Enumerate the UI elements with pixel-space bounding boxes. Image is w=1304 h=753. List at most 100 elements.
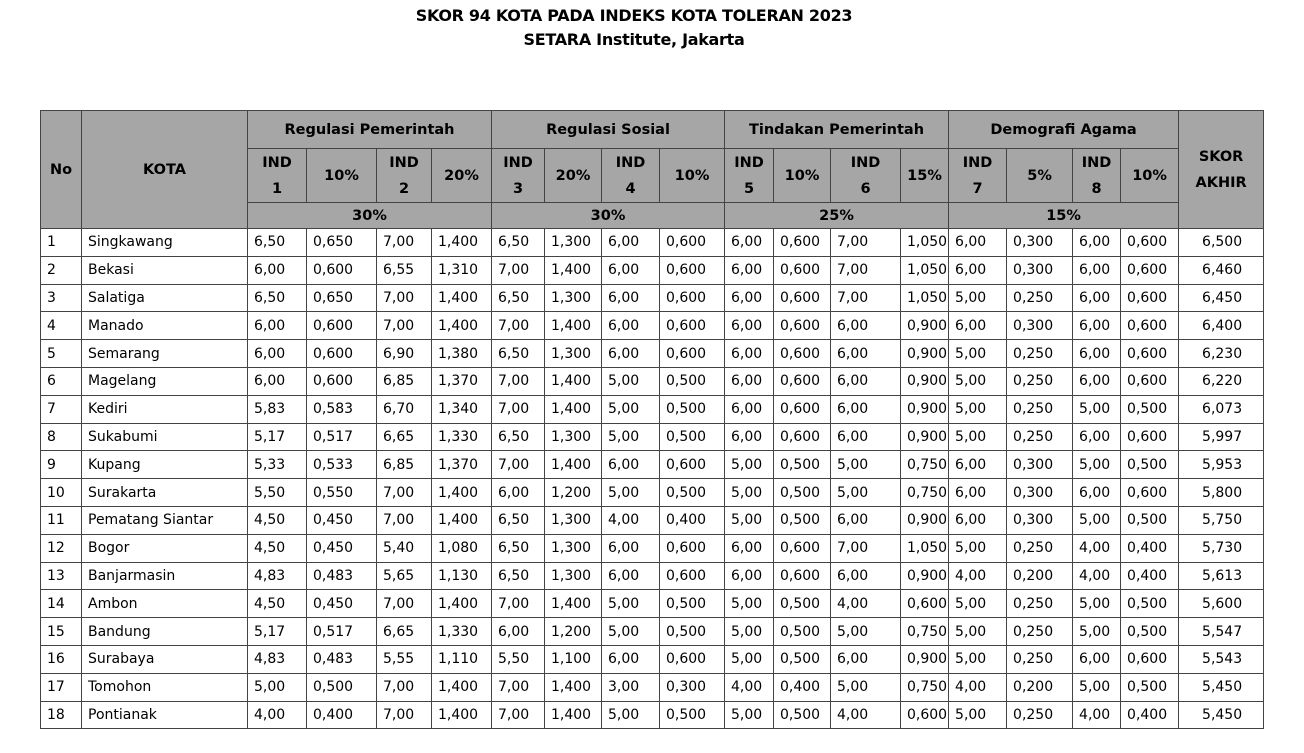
score-cell: 0,600 [773,283,831,313]
city-name: Tomohon [81,672,248,702]
score-cell: 0,600 [773,394,831,424]
score-cell: 7,00 [376,478,432,507]
score-cell: 0,550 [306,478,377,507]
final-score: 6,500 [1178,228,1265,257]
score-cell: 6,70 [376,394,432,424]
table-row: 10 Surakarta 5,50 0,550 7,00 1,400 6,00 1,200 5,… [40,478,1265,507]
score-cell: 6,55 [376,255,432,285]
score-cell: 0,600 [773,339,831,368]
score-cell: 5,00 [724,700,774,730]
weight-header: 10% [1120,148,1180,203]
score-cell: 0,500 [1120,450,1180,480]
score-cell: 0,600 [659,644,725,674]
score-cell: 1,300 [544,228,602,257]
score-cell: 0,600 [659,311,725,341]
score-cell: 1,400 [431,672,492,702]
score-cell: 5,65 [376,561,432,591]
score-cell: 4,00 [601,505,660,535]
score-cell: 6,00 [1072,311,1122,341]
score-cell: 0,500 [773,700,831,730]
score-cell: 1,370 [431,366,492,396]
score-cell: 5,00 [1072,394,1122,424]
score-cell: 0,500 [773,644,831,674]
score-cell: 6,00 [948,311,1008,341]
score-cell: 6,00 [830,339,901,368]
indicator-label: IND [962,154,993,171]
score-cell: 0,600 [659,339,725,368]
score-cell: 4,00 [1072,561,1122,591]
score-cell: 0,600 [1120,478,1180,507]
final-score: 6,400 [1178,311,1265,341]
city-name: Singkawang [81,228,248,257]
score-cell: 5,00 [830,617,901,646]
score-cell: 0,500 [659,366,725,396]
indicator-header: IND 6 [830,148,901,203]
score-cell: 5,00 [830,450,901,480]
score-cell: 6,00 [948,228,1008,257]
score-cell: 0,250 [1006,366,1074,396]
score-cell: 6,85 [376,450,432,480]
score-cell: 0,600 [1120,255,1180,285]
score-cell: 0,400 [1120,561,1180,591]
city-name: Pontianak [81,700,248,730]
score-cell: 6,00 [247,366,307,396]
score-cell: 6,50 [247,228,307,257]
score-cell: 1,310 [431,255,492,285]
score-cell: 0,250 [1006,617,1074,646]
score-cell: 4,00 [724,672,774,702]
score-cell: 5,83 [247,394,307,424]
score-cell: 0,450 [306,589,377,619]
score-cell: 0,250 [1006,283,1074,313]
score-cell: 4,00 [830,700,901,730]
final-score: 5,730 [1178,533,1265,563]
table-row: 14 Ambon 4,50 0,450 7,00 1,400 7,00 1,400 5,00 0,… [40,589,1265,619]
indicator-number: 2 [398,180,410,197]
score-cell: 1,370 [431,450,492,480]
score-cell: 7,00 [491,255,545,285]
indicator-header: IND 1 [247,148,307,203]
score-cell: 1,130 [431,561,492,591]
score-cell: 6,50 [491,228,545,257]
table-row: 8 Sukabumi 5,17 0,517 6,65 1,330 6,50 1,300 5,00… [40,422,1265,452]
row-number: 14 [40,589,82,619]
score-cell: 0,600 [306,366,377,396]
score-cell: 6,00 [601,283,660,313]
score-cell: 5,00 [948,422,1008,452]
score-cell: 1,400 [431,589,492,619]
score-cell: 1,100 [544,644,602,674]
score-cell: 6,00 [247,311,307,341]
final-score: 5,997 [1178,422,1265,452]
score-cell: 0,500 [659,478,725,507]
score-cell: 0,500 [1120,505,1180,535]
table-row: 17 Tomohon 5,00 0,500 7,00 1,400 7,00 1,400 3,00… [40,672,1265,702]
score-cell: 6,50 [491,283,545,313]
score-cell: 5,00 [247,672,307,702]
score-cell: 1,050 [899,228,950,257]
score-cell: 6,00 [601,255,660,285]
score-cell: 0,500 [659,394,725,424]
score-cell: 6,90 [376,339,432,368]
final-score: 6,230 [1178,339,1265,368]
score-cell: 1,300 [544,339,602,368]
score-cell: 0,533 [306,450,377,480]
score-cell: 0,600 [306,311,377,341]
score-cell: 0,600 [306,339,377,368]
score-cell: 6,00 [830,505,901,535]
score-cell: 7,00 [491,589,545,619]
weight-header: 20% [431,148,492,203]
score-cell: 1,400 [431,505,492,535]
indicator-label: IND [389,154,419,171]
group-weight: 25% [723,202,950,229]
score-cell: 0,583 [306,394,377,424]
weight-header: 5% [1006,148,1074,203]
row-number: 8 [40,422,82,452]
score-cell: 1,400 [544,450,602,480]
page-title: SKOR 94 KOTA PADA INDEKS KOTA TOLERAN 20… [415,6,853,25]
score-cell: 1,330 [431,422,492,452]
final-score: 6,450 [1178,283,1265,313]
score-cell: 0,400 [659,505,725,535]
score-cell: 1,400 [431,700,492,730]
table-row: 1 Singkawang 6,50 0,650 7,00 1,400 6,50 1,300 6,… [40,228,1265,257]
score-cell: 0,900 [899,505,950,535]
score-cell: 0,600 [659,283,725,313]
